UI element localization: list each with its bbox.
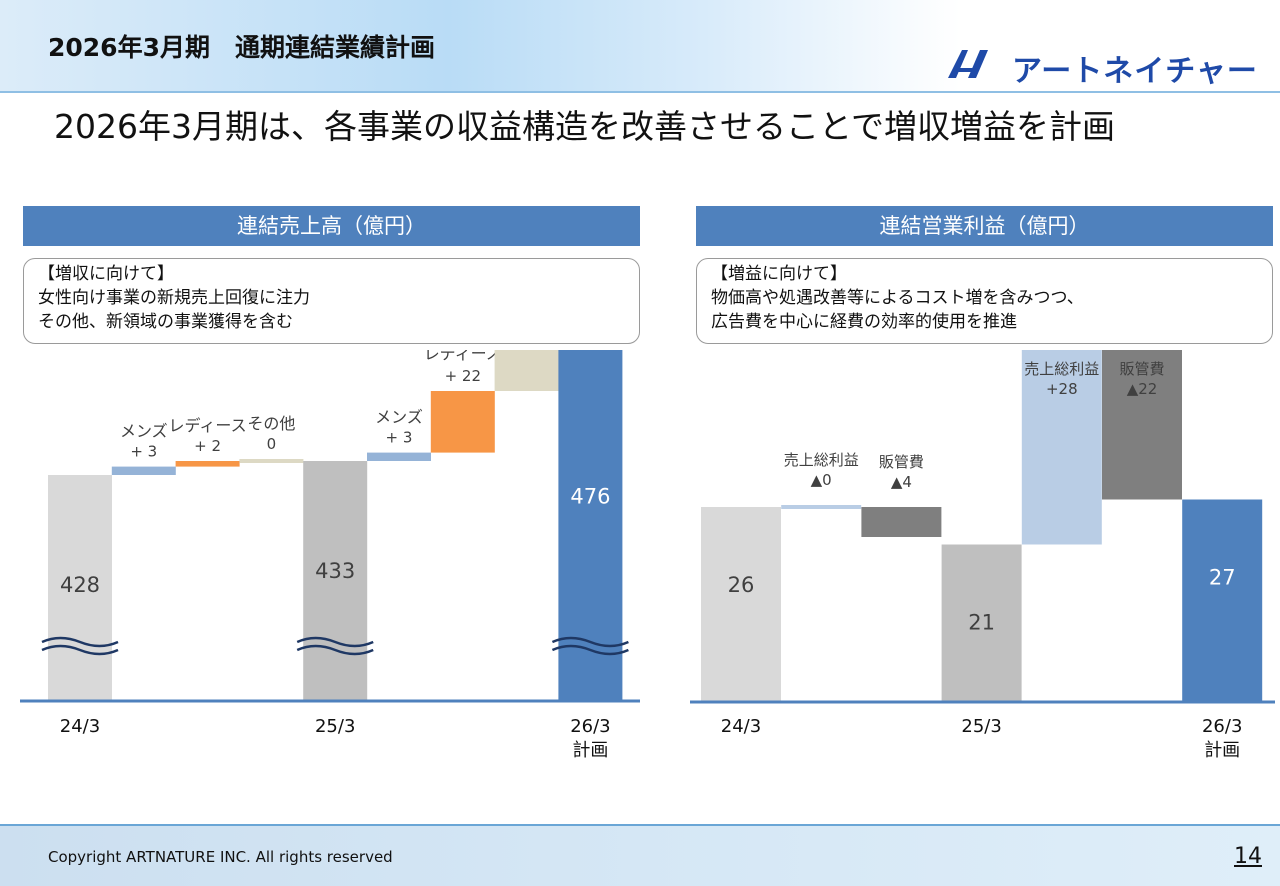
logo-mark-right [968,50,988,78]
bar-value-label: 428 [60,573,100,597]
total-bar [48,475,112,701]
x-tick-label: 25/3 [961,716,1001,737]
delta-bar [494,350,559,391]
bar-value-label: 476 [570,485,610,509]
total-bar [701,507,781,702]
axis-break-mark [41,644,119,656]
section-title: 2026年3月期 通期連結業績計画 [48,33,435,62]
series-name-label: レディース [169,416,247,435]
logo-wordmark: アートネイチャー [1012,54,1258,89]
delta-bar [781,505,862,509]
x-tick-label: 25/3 [315,716,355,737]
header-divider [0,91,1280,93]
bar-value-label: 21 [968,611,995,635]
total-bar [941,544,1022,702]
logo-mark-left [948,50,968,78]
delta-value-label: ▲22 [1127,380,1158,398]
axis-break-mark [551,644,629,656]
series-name-label: 売上総利益 [1024,360,1099,378]
total-bar [303,461,368,701]
profit-waterfall-chart: 26 24/3 売上総利益 ▲0 販管費 ▲4 21 25/3 売上総利益 +28 販管費 ▲22 27… [690,350,1275,761]
left-note-box: 【増収に向けて】 女性向け事業の新規売上回復に注力 その他、新領域の事業獲得を含… [23,258,640,344]
sales-waterfall-chart: 428 24/3 メンズ + 3 レディース + 2 その他 0 433 25/3 メンズ + 3 レデ… [20,350,640,761]
right-note-box: 【増益に向けて】 物価高や処遇改善等によるコスト増を含みつつ、 広告費を中心に経… [696,258,1273,344]
copyright-text: Copyright ARTNATURE INC. All rights rese… [48,848,393,866]
footer-band [0,824,1280,886]
bar-value-label: 27 [1209,566,1236,590]
delta-bar [175,461,240,467]
series-name-label: 販管費 [1119,360,1164,378]
x-tick-label: 24/3 [721,716,761,737]
series-name-label: レディース [424,350,502,363]
company-logo [948,50,988,78]
series-name-label: 売上総利益 [784,451,859,469]
total-bar [1182,499,1263,702]
delta-bar [1021,350,1102,545]
series-name-label: その他 [247,414,295,433]
header-band [0,0,1280,92]
x-tick-label: 24/3 [60,716,100,737]
x-tick-label: 26/3 [570,716,610,737]
delta-bar [111,466,176,475]
bar-value-label: 26 [728,573,755,597]
left-note-line-1: 【増収に向けて】 [38,264,174,284]
right-note-line-2: 物価高や処遇改善等によるコスト増を含みつつ、 [711,288,1084,308]
left-note-line-2: 女性向け事業の新規売上回復に注力 [38,288,310,308]
bar-value-label: 433 [315,559,355,583]
delta-value-label: + 2 [194,437,221,455]
axis-break-mark [296,644,374,656]
axis-break-mark [41,636,119,648]
right-note-line-1: 【増益に向けて】 [711,264,847,284]
delta-bar [367,452,431,461]
total-bar [558,350,623,701]
delta-value-label: 0 [267,435,277,453]
delta-value-label: + 3 [130,443,157,461]
delta-value-label: + 3 [386,429,413,447]
series-name-label: メンズ [120,422,168,441]
axis-break-mark [551,636,629,648]
page-headline: 2026年3月期は、各事業の収益構造を改善させることで増収増益を計画 [54,107,1115,146]
delta-bar [861,507,942,537]
right-note-line-3: 広告費を中心に経費の効率的使用を推進 [711,312,1017,332]
footer-divider [0,824,1280,826]
delta-value-label: ▲4 [891,473,912,491]
delta-value-label: ▲0 [811,471,832,489]
series-name-label: 販管費 [879,453,924,471]
left-note-line-3: その他、新領域の事業獲得を含む [38,312,293,332]
delta-value-label: + 22 [445,367,481,385]
delta-bar [1102,350,1182,500]
delta-bar [239,459,304,463]
axis-break-mark [296,636,374,648]
x-tick-label: 計画 [572,740,608,761]
left-chart-title: 連結売上高（億円） [23,206,640,246]
right-chart-title: 連結営業利益（億円） [696,206,1273,246]
delta-bar [430,391,495,453]
x-tick-label: 計画 [1204,740,1240,761]
page-number: 14 [1234,844,1262,869]
series-name-label: メンズ [375,408,423,427]
x-tick-label: 26/3 [1202,716,1242,737]
delta-value-label: +28 [1046,380,1078,398]
